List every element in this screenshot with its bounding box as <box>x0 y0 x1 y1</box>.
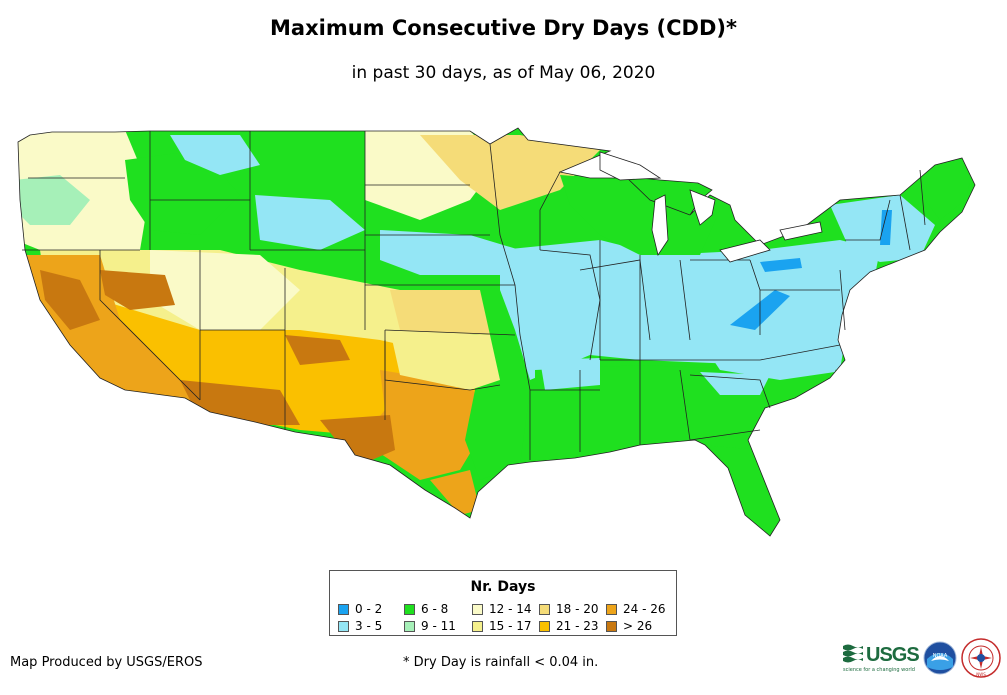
map-region-newmexico-brown <box>285 335 350 365</box>
map-region-gulf-green <box>535 365 770 460</box>
map-region-central-blue <box>380 230 520 275</box>
legend-label: 18 - 20 <box>556 602 599 616</box>
map-region-california-brown <box>40 270 100 330</box>
dry-day-footnote: * Dry Day is rainfall < 0.04 in. <box>403 655 599 670</box>
legend-item-6-8: 6 - 8 <box>404 603 448 615</box>
legend-swatch <box>606 604 617 615</box>
legend-item-gt-26: > 26 <box>606 620 652 632</box>
legend-label: 0 - 2 <box>355 602 383 616</box>
nws-logo-text: NWS <box>976 672 986 677</box>
legend-item-21-23: 21 - 23 <box>539 620 599 632</box>
legend-label: 21 - 23 <box>556 619 599 633</box>
map-region-texas-brown <box>320 415 395 465</box>
map-region-penn-deep-blue <box>760 258 802 272</box>
legend-swatch <box>404 604 415 615</box>
legend-swatch <box>539 621 550 632</box>
map-region-nc-blue <box>700 340 840 380</box>
legend-swatch <box>404 621 415 632</box>
map-region-texas-coast-orange <box>430 470 480 515</box>
legend-label: 12 - 14 <box>489 602 532 616</box>
legend-item-3-5: 3 - 5 <box>338 620 382 632</box>
map-credit: Map Produced by USGS/EROS <box>10 655 203 670</box>
usgs-wave-icon <box>843 644 863 663</box>
legend-swatch <box>338 604 349 615</box>
legend-item-15-17: 15 - 17 <box>472 620 532 632</box>
legend-title: Nr. Days <box>470 579 536 595</box>
noaa-logo-text: NOAA <box>933 653 948 659</box>
legend-swatch <box>472 621 483 632</box>
map-region-montana-blue <box>170 135 260 175</box>
map-region-texas-orange <box>360 370 490 480</box>
legend-label: > 26 <box>623 619 653 633</box>
map-region-north-plains-yellow <box>420 135 600 210</box>
map-region-oklahoma-yellow <box>390 330 500 390</box>
legend-swatch <box>338 621 349 632</box>
map-region-newengland-deep-blue <box>880 210 892 245</box>
map-region-georgia-blue <box>700 372 770 395</box>
legend-swatch <box>539 604 550 615</box>
legend-label: 15 - 17 <box>489 619 532 633</box>
legend-item-12-14: 12 - 14 <box>472 603 532 615</box>
legend-item-24-26: 24 - 26 <box>606 603 666 615</box>
map-region-kansas-yellow <box>390 290 490 335</box>
usgs-logo: USGS science for a changing world <box>843 640 920 673</box>
map-region-pnw-mint <box>18 175 90 225</box>
legend-label: 24 - 26 <box>623 602 666 616</box>
map-subtitle: in past 30 days, as of May 06, 2020 <box>351 63 656 83</box>
map-title: Maximum Consecutive Dry Days (CDD)* <box>270 16 737 40</box>
map-region-great-lakes-green <box>560 175 720 255</box>
legend-label: 6 - 8 <box>421 602 449 616</box>
legend-swatch <box>606 621 617 632</box>
usgs-tagline: science for a changing world <box>843 667 915 673</box>
legend: Nr. Days 0 - 2 3 - 5 6 - 8 9 - 11 12 - 1… <box>329 570 677 636</box>
map-region-eastern-texas-green <box>465 390 530 480</box>
legend-item-0-2: 0 - 2 <box>338 603 382 615</box>
map-region-nevada-brown <box>100 270 175 310</box>
great-lakes <box>599 151 823 263</box>
map-region-great-basin-light <box>150 250 300 330</box>
legend-swatch <box>472 604 483 615</box>
state-borders <box>17 127 976 537</box>
map-region-arkansas-blue <box>540 358 600 390</box>
map-region-maine-green <box>925 160 975 220</box>
legend-item-18-20: 18 - 20 <box>539 603 599 615</box>
legend-item-9-11: 9 - 11 <box>404 620 456 632</box>
nws-logo: NWS <box>961 638 1001 678</box>
noaa-logo: NOAA <box>923 641 957 675</box>
legend-label: 9 - 11 <box>421 619 456 633</box>
usgs-wordmark: USGS <box>866 643 920 666</box>
legend-label: 3 - 5 <box>355 619 383 633</box>
map-region-wyoming-blue <box>255 195 365 250</box>
